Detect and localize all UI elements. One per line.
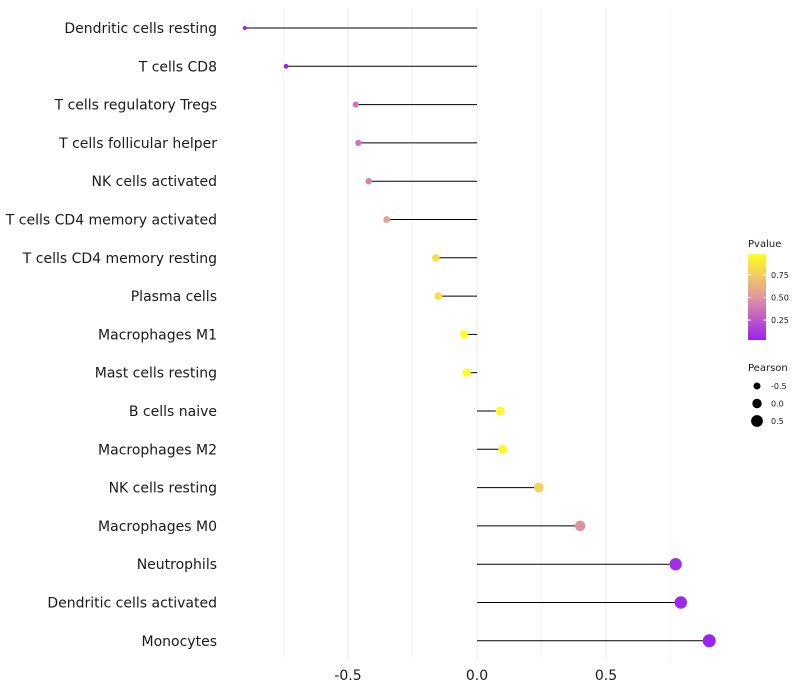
y-axis-category-labels: Dendritic cells resting T cells CD8 T cell… (5, 21, 217, 650)
pearson-legend-label: -0.5 (771, 382, 787, 391)
x-tick-label: 0.5 (595, 668, 617, 684)
category-label: Dendritic cells activated (47, 596, 217, 612)
lollipop-point (383, 216, 391, 223)
lollipop-point (283, 63, 289, 69)
category-label: NK cells activated (92, 174, 217, 190)
pvalue-legend-ticks: 0.25 0.50 0.75 (748, 271, 789, 325)
lollipop-point (242, 26, 247, 30)
pearson-legend-label: 0.0 (771, 400, 784, 409)
x-tick-label: 0.0 (466, 668, 488, 684)
pearson-legend-key (753, 382, 761, 390)
category-label: B cells naive (129, 404, 217, 420)
pvalue-legend-title: Pvalue (748, 239, 781, 250)
pearson-legend-title: Pearson (748, 363, 788, 374)
lollipop-point (434, 292, 443, 300)
pvalue-colorbar (748, 254, 766, 340)
pvalue-legend-label: 0.75 (771, 271, 789, 280)
category-label: Dendritic cells resting (64, 21, 217, 37)
category-label: Monocytes (142, 634, 217, 650)
gridlines (283, 8, 671, 660)
pearson-legend-keys: -0.5 0.0 0.5 (751, 382, 787, 427)
category-label: Plasma cells (131, 289, 217, 305)
category-label: Macrophages M2 (98, 442, 217, 458)
pearson-legend-key (752, 398, 762, 409)
x-axis: -0.5 0.0 0.5 (334, 668, 617, 684)
category-label: T cells regulatory Tregs (54, 98, 217, 114)
lollipop-points (242, 26, 716, 648)
category-label: T cells follicular helper (58, 136, 217, 152)
pvalue-legend: Pvalue 0.25 0.50 0.75 (748, 239, 789, 340)
lollipop-point (459, 330, 469, 339)
lollipop-point (431, 253, 440, 262)
x-tick-label: -0.5 (334, 668, 361, 684)
lollipop-point (495, 406, 505, 416)
category-label: NK cells resting (109, 481, 217, 497)
lollipop-point (574, 520, 586, 532)
lollipop-point (669, 558, 682, 571)
lollipop-point (352, 101, 359, 108)
pvalue-legend-label: 0.25 (771, 316, 789, 325)
lollipop-point (534, 482, 544, 493)
lollipop-point (702, 634, 716, 648)
category-label: T cells CD4 memory activated (5, 213, 217, 229)
category-label: Macrophages M0 (98, 519, 217, 535)
category-label: Mast cells resting (95, 366, 217, 382)
lollipop-point (365, 178, 372, 185)
category-label: Neutrophils (137, 557, 217, 573)
pearson-legend-key (751, 415, 763, 427)
pearson-legend-label: 0.5 (771, 417, 784, 426)
lollipop-point (462, 368, 471, 377)
lollipop-stems (244, 27, 710, 642)
lollipop-point (355, 139, 362, 146)
lollipop-point (498, 444, 508, 454)
pvalue-legend-label: 0.50 (771, 293, 789, 302)
category-label: Macrophages M1 (98, 327, 217, 343)
lollipop-point (674, 596, 688, 609)
category-label: T cells CD4 memory resting (22, 251, 217, 267)
category-label: T cells CD8 (138, 59, 217, 75)
pearson-legend: Pearson -0.5 0.0 0.5 (748, 363, 788, 427)
